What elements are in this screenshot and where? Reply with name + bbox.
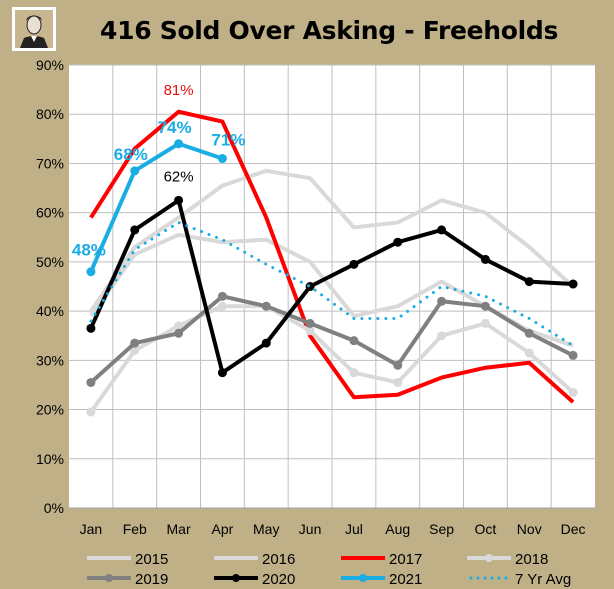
- series-2019-point: [130, 338, 140, 348]
- series-2020-point: [393, 237, 403, 247]
- series-2020-point: [305, 282, 315, 291]
- series-2020-point: [217, 368, 227, 378]
- x-tick-label: Jul: [345, 521, 363, 537]
- series-2019-point: [393, 360, 403, 370]
- legend-2019-marker: [105, 574, 113, 582]
- legend-2020-label: 2020: [262, 571, 295, 588]
- x-tick-label: Jun: [299, 521, 322, 537]
- series-2018-point: [86, 407, 96, 417]
- legend-2020-marker: [232, 574, 240, 582]
- x-tick-label: Feb: [123, 521, 147, 537]
- series-2018-point: [174, 321, 184, 331]
- data-label: 48%: [72, 241, 106, 260]
- series-2021-point: [86, 267, 96, 277]
- x-tick-label: Mar: [167, 521, 191, 537]
- x-tick-label: Aug: [385, 521, 410, 537]
- legend-2015-label: 2015: [135, 551, 168, 568]
- series-2018-point: [305, 326, 315, 336]
- legend-7-yr-avg-label: 7 Yr Avg: [515, 571, 571, 588]
- y-tick-label: 0%: [44, 500, 64, 516]
- series-2019-point: [217, 291, 227, 301]
- series-2019-point: [568, 350, 578, 360]
- y-tick-label: 50%: [36, 254, 64, 270]
- series-2020-point: [524, 277, 534, 287]
- series-2019-point: [480, 301, 490, 311]
- legend-2016-label: 2016: [262, 551, 295, 568]
- series-2019-point: [174, 328, 184, 338]
- series-2020-point: [480, 254, 490, 264]
- legend-2018-label: 2018: [515, 551, 548, 568]
- y-tick-label: 30%: [36, 352, 64, 368]
- legend-2021-label: 2021: [389, 571, 422, 588]
- series-2021-line: [89, 141, 224, 273]
- data-label: 68%: [114, 145, 148, 164]
- series-2019-line: [89, 294, 574, 384]
- series-2018-point: [524, 348, 534, 358]
- series-2020-point: [437, 225, 447, 235]
- series-2018-point: [349, 368, 359, 378]
- y-tick-label: 20%: [36, 402, 64, 418]
- series-2020-point: [261, 338, 271, 348]
- series-2020-point: [568, 279, 578, 289]
- series-2019-point: [349, 336, 359, 346]
- legend-2019-label: 2019: [135, 571, 168, 588]
- series-7-yr-avg-line: [89, 221, 575, 348]
- legend-2018-marker: [485, 554, 493, 562]
- portrait-icon: [15, 10, 53, 48]
- y-tick-label: 80%: [36, 106, 64, 122]
- x-tick-label: Nov: [517, 521, 542, 537]
- series-2019-point: [261, 301, 271, 311]
- series-2018-point: [217, 301, 227, 311]
- series-2017-line: [89, 109, 575, 404]
- legend-2017-label: 2017: [389, 551, 422, 568]
- x-tick-label: Apr: [212, 521, 234, 537]
- series-2021-point: [174, 139, 184, 149]
- series-2018-line: [89, 304, 575, 414]
- y-tick-label: 60%: [36, 205, 64, 221]
- y-tick-label: 40%: [36, 303, 64, 319]
- x-tick-label: May: [253, 521, 279, 537]
- x-tick-label: Jan: [80, 521, 103, 537]
- series-2018-point: [437, 331, 447, 341]
- series-2020-point: [174, 195, 184, 205]
- series-2019-point: [305, 318, 315, 328]
- data-label: 81%: [164, 82, 194, 99]
- series-2018-point: [393, 377, 403, 387]
- series-2019-point: [437, 296, 447, 306]
- series-2018-point: [568, 387, 578, 397]
- series-2019-point: [86, 377, 96, 387]
- series-2018-point: [130, 345, 140, 355]
- y-tick-label: 10%: [36, 451, 64, 467]
- y-tick-label: 90%: [36, 57, 64, 73]
- series-2020-point: [130, 225, 140, 235]
- data-label: 62%: [164, 168, 194, 185]
- series-2020-point: [349, 259, 359, 269]
- x-tick-label: Oct: [475, 521, 497, 537]
- series-2015-line: [89, 168, 575, 313]
- series-2018-point: [480, 318, 490, 328]
- data-label: 71%: [211, 131, 245, 150]
- data-label: 74%: [158, 118, 192, 137]
- series-2020-line: [89, 198, 574, 375]
- series-2019-point: [524, 328, 534, 338]
- series-2021-point: [217, 154, 227, 164]
- author-portrait-logo: [12, 7, 56, 51]
- legend-2021-marker: [359, 574, 367, 582]
- chart-title: 416 Sold Over Asking - Freeholds: [100, 16, 559, 45]
- series-2020-point: [86, 323, 96, 333]
- x-tick-label: Dec: [561, 521, 586, 537]
- series-2021-point: [130, 166, 140, 176]
- y-tick-label: 70%: [36, 155, 64, 171]
- x-tick-label: Sep: [429, 521, 454, 537]
